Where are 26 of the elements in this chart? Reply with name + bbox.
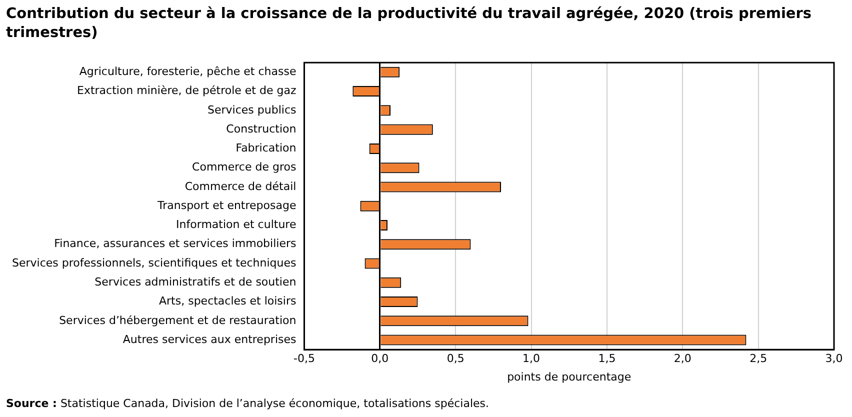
x-tick-label: 0,0 [371,352,389,366]
x-tick-label: 1,0 [522,352,540,366]
y-tick-label: Extraction minière, de pétrole et de gaz [77,84,296,98]
y-tick-label: Services professionnels, scientifiques et techniques [12,256,296,270]
x-tick-label: 3,0 [825,352,843,366]
x-axis-title: points de pourcentage [507,370,632,384]
source-note: Source : Statistique Canada, Division de l’analyse économique, totalisations spéciales. [6,397,490,410]
y-tick-label: Information et culture [176,218,296,232]
y-tick-label: Services publics [208,103,296,116]
y-tick-label: Construction [226,122,296,136]
y-tick-label: Services d’hébergement et de restauration [59,314,296,327]
y-tick-label: Commerce de détail [184,180,296,193]
y-tick-label: Agriculture, foresterie, pêche et chasse [79,65,296,78]
x-tick-label: 2,0 [674,352,692,366]
x-tick-label: 2,5 [750,352,768,366]
x-tick-label: 0,5 [446,352,464,366]
y-tick-label: Autres services aux entreprises [122,332,296,346]
x-tick-label: -0,5 [294,352,315,366]
chart-title: Contribution du secteur à la croissance de la productivité du travail agrégée, 2020 (trois premiers trimestres) [6,5,813,43]
y-tick-label: Transport et entreposage [156,198,296,212]
y-tick-label: Services administratifs et de soutien [94,275,296,288]
y-tick-label: Fabrication [236,142,296,155]
y-tick-label: Arts, spectacles et loisirs [159,294,296,308]
x-tick-label: 1,5 [598,352,616,366]
y-tick-label: Finance, assurances et services immobiliers [54,237,296,250]
y-tick-label: Commerce de gros [192,160,296,174]
